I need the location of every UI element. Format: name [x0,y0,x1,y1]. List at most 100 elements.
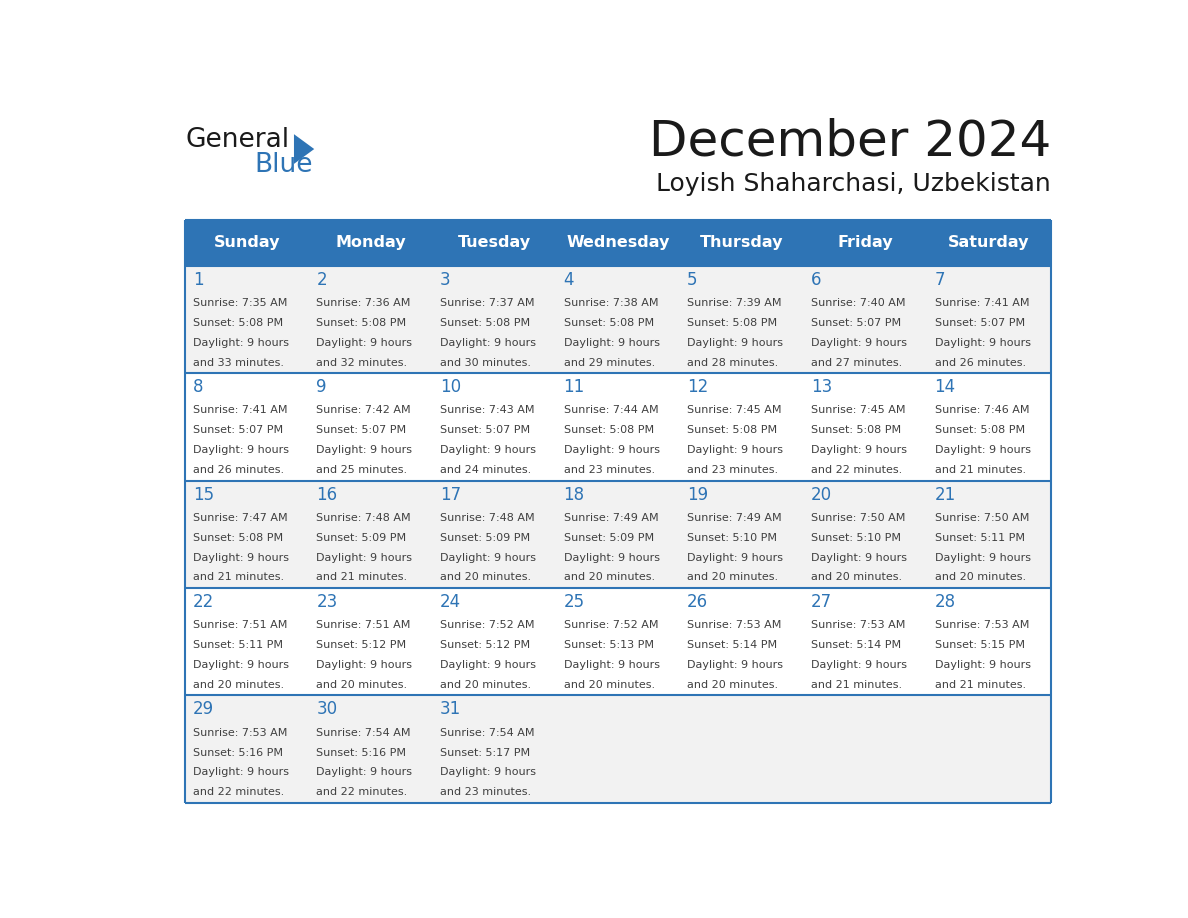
Text: Daylight: 9 hours: Daylight: 9 hours [935,445,1030,455]
Text: Sunset: 5:16 PM: Sunset: 5:16 PM [316,747,406,757]
Text: and 26 minutes.: and 26 minutes. [192,465,284,475]
Text: Daylight: 9 hours: Daylight: 9 hours [440,445,536,455]
Text: 28: 28 [935,593,955,611]
Text: Sunrise: 7:36 AM: Sunrise: 7:36 AM [316,298,411,308]
Polygon shape [293,134,314,164]
Text: Daylight: 9 hours: Daylight: 9 hours [687,553,783,563]
FancyBboxPatch shape [927,265,1051,373]
FancyBboxPatch shape [927,373,1051,480]
Text: Sunrise: 7:49 AM: Sunrise: 7:49 AM [563,513,658,522]
Text: Sunrise: 7:53 AM: Sunrise: 7:53 AM [935,621,1029,631]
Text: Sunset: 5:09 PM: Sunset: 5:09 PM [316,532,406,543]
FancyBboxPatch shape [432,219,556,265]
Text: Daylight: 9 hours: Daylight: 9 hours [811,553,906,563]
Text: Sunset: 5:14 PM: Sunset: 5:14 PM [687,640,777,650]
Text: Sunset: 5:10 PM: Sunset: 5:10 PM [687,532,777,543]
Text: Daylight: 9 hours: Daylight: 9 hours [563,553,659,563]
Text: Daylight: 9 hours: Daylight: 9 hours [687,445,783,455]
FancyBboxPatch shape [927,480,1051,588]
FancyBboxPatch shape [803,373,927,480]
Text: 24: 24 [440,593,461,611]
Text: and 24 minutes.: and 24 minutes. [440,465,531,475]
FancyBboxPatch shape [309,219,432,265]
Text: and 33 minutes.: and 33 minutes. [192,357,284,367]
Text: Sunset: 5:08 PM: Sunset: 5:08 PM [563,425,653,435]
FancyBboxPatch shape [556,480,680,588]
Text: and 30 minutes.: and 30 minutes. [440,357,531,367]
Text: Daylight: 9 hours: Daylight: 9 hours [440,660,536,670]
Text: Sunset: 5:08 PM: Sunset: 5:08 PM [935,425,1024,435]
Text: Daylight: 9 hours: Daylight: 9 hours [440,338,536,348]
Text: Sunset: 5:07 PM: Sunset: 5:07 PM [811,318,901,328]
FancyBboxPatch shape [556,219,680,265]
Text: Sunrise: 7:51 AM: Sunrise: 7:51 AM [192,621,287,631]
Text: Sunset: 5:14 PM: Sunset: 5:14 PM [811,640,901,650]
Text: Daylight: 9 hours: Daylight: 9 hours [316,660,412,670]
Text: and 22 minutes.: and 22 minutes. [192,788,284,798]
Text: 8: 8 [192,378,203,396]
Text: Sunday: Sunday [214,235,280,251]
Text: Sunset: 5:17 PM: Sunset: 5:17 PM [440,747,530,757]
Text: Sunrise: 7:40 AM: Sunrise: 7:40 AM [811,298,905,308]
Text: Daylight: 9 hours: Daylight: 9 hours [192,553,289,563]
Text: Sunset: 5:08 PM: Sunset: 5:08 PM [316,318,406,328]
Text: Saturday: Saturday [948,235,1030,251]
FancyBboxPatch shape [680,588,803,696]
Text: Sunrise: 7:38 AM: Sunrise: 7:38 AM [563,298,658,308]
Text: and 20 minutes.: and 20 minutes. [687,680,778,689]
Text: Daylight: 9 hours: Daylight: 9 hours [563,660,659,670]
Text: and 25 minutes.: and 25 minutes. [316,465,407,475]
FancyBboxPatch shape [803,265,927,373]
Text: Sunrise: 7:41 AM: Sunrise: 7:41 AM [935,298,1029,308]
Text: 27: 27 [811,593,832,611]
Text: 31: 31 [440,700,461,719]
Text: and 20 minutes.: and 20 minutes. [811,573,902,582]
Text: General: General [185,127,290,153]
Text: Daylight: 9 hours: Daylight: 9 hours [563,445,659,455]
FancyBboxPatch shape [185,480,309,588]
Text: Sunset: 5:07 PM: Sunset: 5:07 PM [935,318,1024,328]
FancyBboxPatch shape [432,588,556,696]
Text: 29: 29 [192,700,214,719]
Text: 18: 18 [563,486,584,503]
Text: Tuesday: Tuesday [457,235,531,251]
FancyBboxPatch shape [309,696,432,803]
Text: Sunset: 5:08 PM: Sunset: 5:08 PM [192,532,283,543]
Text: and 23 minutes.: and 23 minutes. [687,465,778,475]
Text: 6: 6 [811,271,821,288]
FancyBboxPatch shape [432,696,556,803]
Text: and 28 minutes.: and 28 minutes. [687,357,778,367]
Text: Sunset: 5:13 PM: Sunset: 5:13 PM [563,640,653,650]
FancyBboxPatch shape [803,696,927,803]
FancyBboxPatch shape [803,480,927,588]
Text: 11: 11 [563,378,584,396]
Text: 23: 23 [316,593,337,611]
Text: Sunrise: 7:45 AM: Sunrise: 7:45 AM [687,406,782,415]
Text: Daylight: 9 hours: Daylight: 9 hours [316,338,412,348]
Text: Sunrise: 7:42 AM: Sunrise: 7:42 AM [316,406,411,415]
Text: Sunrise: 7:53 AM: Sunrise: 7:53 AM [687,621,782,631]
Text: and 20 minutes.: and 20 minutes. [440,573,531,582]
Text: Sunrise: 7:50 AM: Sunrise: 7:50 AM [935,513,1029,522]
Text: 4: 4 [563,271,574,288]
Text: 21: 21 [935,486,956,503]
FancyBboxPatch shape [309,588,432,696]
FancyBboxPatch shape [185,588,309,696]
Text: Daylight: 9 hours: Daylight: 9 hours [935,338,1030,348]
Text: Daylight: 9 hours: Daylight: 9 hours [192,767,289,778]
Text: and 21 minutes.: and 21 minutes. [811,680,902,689]
Text: Wednesday: Wednesday [567,235,670,251]
Text: and 22 minutes.: and 22 minutes. [811,465,902,475]
FancyBboxPatch shape [680,265,803,373]
Text: Sunrise: 7:50 AM: Sunrise: 7:50 AM [811,513,905,522]
FancyBboxPatch shape [309,373,432,480]
Text: Sunset: 5:08 PM: Sunset: 5:08 PM [687,425,777,435]
Text: Daylight: 9 hours: Daylight: 9 hours [811,338,906,348]
Text: and 20 minutes.: and 20 minutes. [563,680,655,689]
Text: and 20 minutes.: and 20 minutes. [687,573,778,582]
Text: Daylight: 9 hours: Daylight: 9 hours [316,767,412,778]
Text: 19: 19 [687,486,708,503]
Text: Sunset: 5:12 PM: Sunset: 5:12 PM [440,640,530,650]
Text: and 21 minutes.: and 21 minutes. [192,573,284,582]
FancyBboxPatch shape [680,219,803,265]
